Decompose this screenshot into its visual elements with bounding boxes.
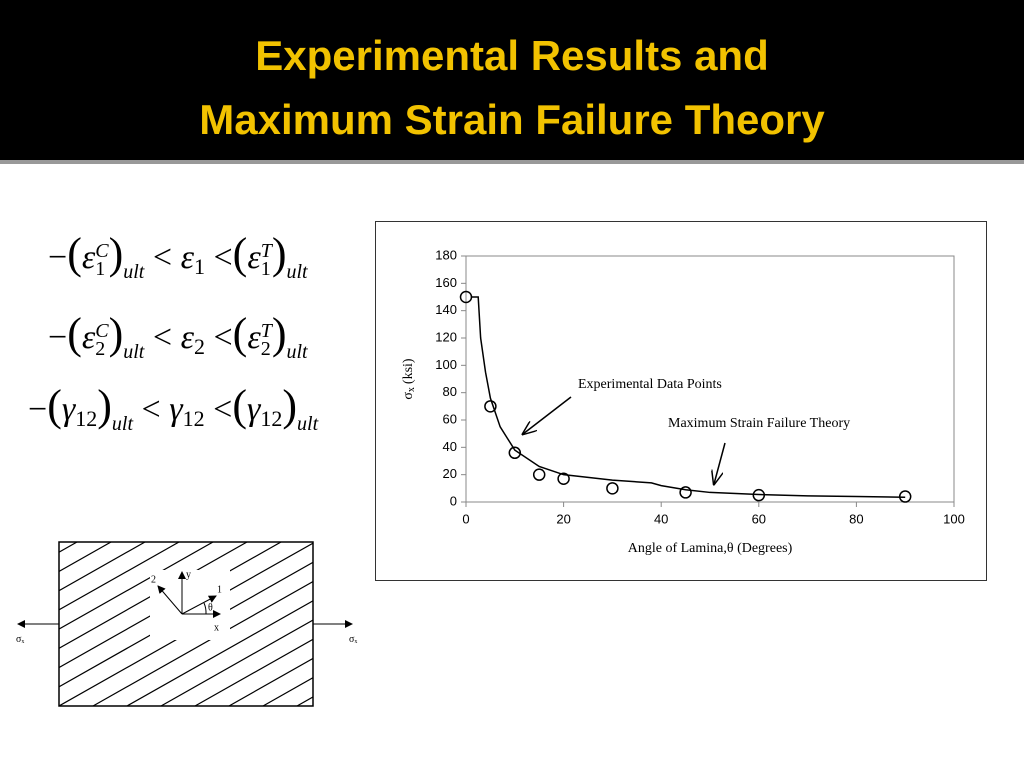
y-tick-label: 60 [443, 411, 457, 426]
eq-sub: 12 [260, 406, 283, 431]
eq-sub: ult [286, 341, 308, 363]
annotation-arrow [523, 396, 572, 434]
eq-paren: ) [97, 381, 112, 430]
title-line: Experimental Results and [255, 32, 769, 79]
eq-sub: ult [123, 341, 145, 363]
y-tick-label: 80 [443, 384, 457, 399]
eq-paren: ( [232, 229, 248, 278]
eq-part: − [28, 391, 48, 428]
eq-paren: ) [108, 229, 124, 278]
eq-part: < [213, 391, 233, 428]
y-tick-label: 180 [435, 247, 457, 262]
y-tick-label: 140 [435, 302, 457, 317]
data-point [557, 472, 570, 486]
eq-part: < [152, 319, 173, 356]
x-tick-label: 0 [462, 511, 469, 526]
eq-part: < [152, 239, 173, 276]
eq-sub: 2 [260, 338, 271, 361]
eq-symbol: ε [81, 239, 96, 276]
eq-part: < [141, 391, 161, 428]
annotation: Experimental Data Points [578, 377, 722, 392]
stress-label: σx [16, 634, 24, 645]
eq-part: − [48, 239, 68, 276]
y-tick-label: 160 [435, 275, 457, 290]
eq-symbol: ε [81, 319, 96, 356]
data-point [606, 482, 619, 495]
y-label-symbol: σ [401, 392, 416, 400]
eq-sub: 2 [193, 334, 205, 359]
stress-label: σx [349, 634, 357, 645]
data-point [484, 400, 497, 413]
eq-sub: 12 [75, 406, 98, 431]
eq-sub: 1 [260, 258, 271, 281]
eq-symbol: ε [247, 319, 261, 356]
eq-sub: ult [286, 261, 308, 283]
eq-symbol: γ [61, 391, 76, 428]
x-axis-label: Angle of Lamina,θ (Degrees) [628, 541, 793, 556]
eq-paren: ( [67, 229, 82, 278]
y-tick-label: 40 [443, 439, 457, 454]
y-tick-label: 20 [443, 466, 457, 481]
eq-symbol: ε [180, 239, 194, 276]
data-point [679, 486, 692, 499]
axis-label: 1 [217, 584, 222, 595]
eq-sub: ult [123, 261, 145, 283]
x-tick-label: 100 [943, 511, 965, 526]
eq-part: − [48, 319, 68, 356]
axis-label: x [214, 622, 219, 633]
eq-sup: T [260, 240, 272, 263]
y-axis-label: σx (ksi) [401, 358, 417, 400]
plot-frame [465, 255, 955, 503]
eq-paren: ) [108, 309, 124, 358]
eq-part: < [213, 319, 233, 356]
y-tick-label: 100 [435, 357, 457, 372]
eq-symbol: γ [169, 391, 183, 428]
data-point [508, 446, 522, 460]
eq-paren: ( [67, 309, 82, 358]
eq-sub: ult [297, 413, 319, 435]
eq-part: < [213, 239, 233, 276]
angle-label: θ [208, 602, 213, 613]
eq-symbol: γ [246, 391, 261, 428]
axis-label: y [186, 569, 191, 580]
eq-sub: ult [111, 413, 134, 435]
eq-sup: C [95, 240, 109, 263]
equation: −(γ12)ult < γ12 <(γ12)ult [28, 380, 318, 436]
diagram: 2 y 1 θ x σx σx [16, 541, 357, 707]
eq-sub: 1 [95, 258, 106, 281]
annotation: Maximum Strain Failure Theory [668, 416, 850, 431]
x-tick-label: 60 [752, 511, 766, 526]
data-point [532, 468, 546, 481]
y-label-unit: (ksi) [401, 358, 416, 384]
eq-paren: ) [271, 229, 287, 278]
y-tick-label: 120 [435, 329, 457, 344]
eq-paren: ( [232, 381, 247, 430]
annotation-arrow [714, 442, 726, 484]
eq-paren: ) [282, 381, 298, 430]
theory-line [470, 296, 906, 498]
chart: 0 20 40 60 80 100 120 140 160 180 0 20 40 60 80 100 Angl… [375, 221, 987, 581]
eq-paren: ( [47, 381, 62, 430]
eq-paren: ) [271, 309, 287, 358]
x-tick-label: 40 [654, 511, 668, 526]
eq-paren: ( [232, 309, 248, 358]
eq-symbol: ε [247, 239, 261, 276]
eq-symbol: ε [180, 319, 194, 356]
x-tick-label: 80 [849, 511, 863, 526]
eq-sub: 2 [95, 338, 106, 361]
eq-sup: T [260, 320, 272, 343]
eq-sup: C [95, 320, 109, 343]
y-label-subscript: x [406, 387, 417, 392]
equation: −(ε C 1)ult < ε1 <(ε T 1)ult [48, 228, 308, 284]
y-tick-label: 0 [450, 493, 457, 508]
eq-sub: 1 [193, 254, 205, 279]
eq-sub: 12 [182, 406, 205, 431]
header: Experimental Results and Maximum Strain … [0, 0, 1024, 164]
x-tick-label: 20 [556, 511, 570, 526]
title-line: Maximum Strain Failure Theory [199, 96, 825, 143]
equation: −(ε C 2)ult < ε2 <(ε T 2)ult [48, 308, 308, 364]
axis-label: 2 [151, 574, 156, 585]
